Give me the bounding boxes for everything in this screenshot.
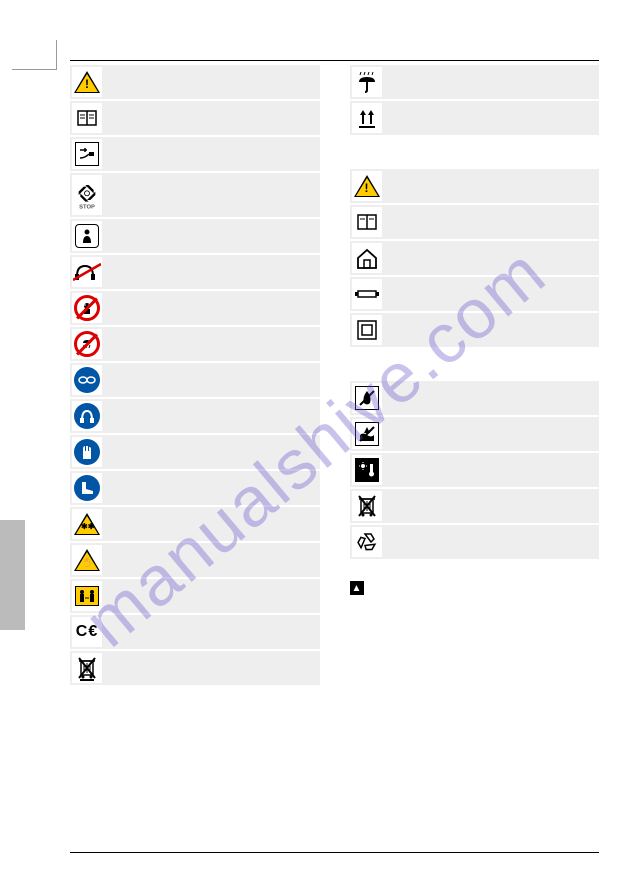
wear-ear-protection-icon — [72, 401, 102, 431]
symbol-row — [70, 101, 320, 135]
recycle-icon — [352, 527, 382, 557]
symbol-row — [70, 363, 320, 397]
symbol-row — [70, 255, 320, 289]
symbol-row — [350, 381, 600, 415]
symbol-row — [350, 417, 600, 451]
weee-bin-icon — [352, 491, 382, 521]
keep-dry-icon — [352, 67, 382, 97]
page-corner-box — [12, 40, 57, 70]
symbol-row: ✱✱ — [70, 507, 320, 541]
top-rule — [70, 60, 599, 61]
symbol-row — [70, 327, 320, 361]
this-way-up-icon — [352, 103, 382, 133]
keep-distance-icon — [72, 581, 102, 611]
symbol-row — [70, 471, 320, 505]
symbol-row: ! — [350, 169, 600, 203]
caution-flying-debris-icon: ✱✱ — [72, 509, 102, 539]
symbol-row — [70, 137, 320, 171]
weee-bin-icon — [72, 653, 102, 683]
symbol-row — [70, 219, 320, 253]
symbol-row — [350, 313, 600, 347]
symbol-row — [350, 525, 600, 559]
no-children-icon — [72, 293, 102, 323]
symbol-row — [350, 277, 600, 311]
stop-rotation-icon: STOP — [72, 175, 102, 215]
warning-small-icon: ▲ — [350, 581, 364, 595]
no-fire-icon — [352, 383, 382, 413]
symbol-row — [350, 489, 600, 523]
symbol-row: STOP — [70, 173, 320, 217]
fuse-icon — [352, 279, 382, 309]
symbol-row — [350, 65, 600, 99]
left-symbol-column: ! STOP — [70, 65, 320, 687]
warning-triangle-icon: ! — [72, 67, 102, 97]
symbol-row — [70, 579, 320, 613]
symbol-row — [350, 205, 600, 239]
double-insulated-icon — [352, 315, 382, 345]
symbol-row: C€ — [70, 615, 320, 649]
symbol-row — [350, 241, 600, 275]
ce-mark-icon: C€ — [72, 617, 102, 647]
no-headphones-strike-icon — [72, 257, 102, 287]
no-rain-icon — [72, 329, 102, 359]
symbol-row — [70, 291, 320, 325]
svg-text:STOP: STOP — [79, 204, 95, 210]
wear-boots-icon — [72, 473, 102, 503]
symbol-row — [350, 101, 600, 135]
side-tab — [0, 520, 25, 630]
manual-book-icon — [352, 207, 382, 237]
symbol-row — [350, 453, 600, 487]
warning-note: ▲ — [350, 581, 600, 595]
bottom-rule — [70, 852, 599, 853]
person-shield-icon — [72, 221, 102, 251]
right-symbol-column: ! — [350, 65, 600, 687]
symbol-row — [70, 651, 320, 685]
temperature-limit-icon — [352, 455, 382, 485]
symbol-row: ✋ — [70, 543, 320, 577]
warning-triangle-icon: ! — [352, 171, 382, 201]
wear-goggles-icon — [72, 365, 102, 395]
unplug-icon — [72, 139, 102, 169]
symbol-row: ! — [70, 65, 320, 99]
symbol-row — [70, 399, 320, 433]
symbol-row — [70, 435, 320, 469]
manual-book-icon — [72, 103, 102, 133]
caution-hand-cut-icon: ✋ — [72, 545, 102, 575]
indoor-use-icon — [352, 243, 382, 273]
no-water-icon — [352, 419, 382, 449]
wear-gloves-icon — [72, 437, 102, 467]
